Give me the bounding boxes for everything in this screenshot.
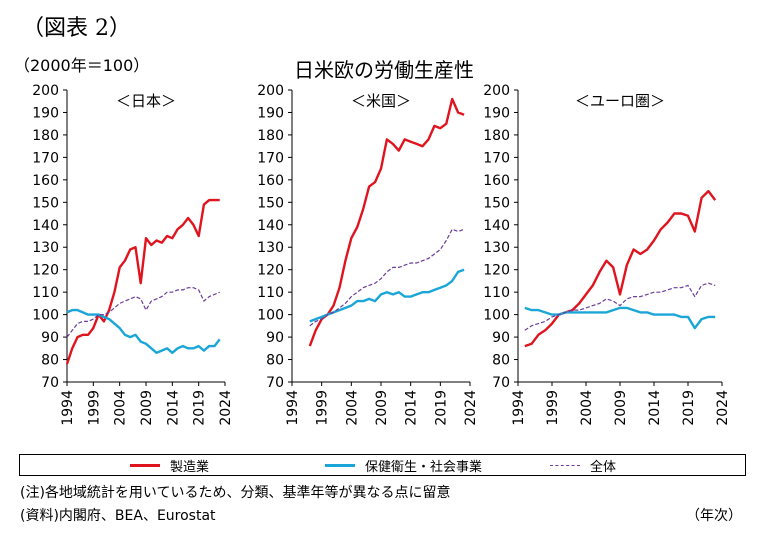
y-tick-label: 190 [257, 105, 284, 121]
legend-swatch [325, 463, 355, 467]
y-tick-label: 160 [257, 173, 284, 189]
y-tick-label: 120 [483, 263, 510, 279]
x-tick-label: 2009 [374, 390, 390, 426]
y-tick-label: 170 [257, 150, 284, 166]
y-tick-label: 130 [483, 240, 510, 256]
legend-swatch [550, 464, 580, 466]
x-tick-label: 2024 [715, 390, 731, 426]
x-tick-label: 2014 [165, 390, 181, 426]
y-tick-label: 200 [483, 83, 510, 99]
y-tick-label: 190 [483, 105, 510, 121]
x-tick-label: 2009 [139, 390, 155, 426]
y-tick-label: 180 [257, 128, 284, 144]
x-unit-label: （年次） [686, 508, 742, 524]
y-tick-label: 100 [483, 308, 510, 324]
figure-label: （図表 2） [22, 16, 131, 41]
series-line-total [66, 287, 220, 338]
y-tick-label: 110 [257, 285, 284, 301]
chart-title: 日米欧の労働生産性 [294, 58, 474, 82]
x-tick-label: 2004 [113, 390, 129, 426]
legend: 製造業 保健衛生・社会事業 全体 [19, 454, 746, 476]
y-tick-label: 90 [41, 330, 59, 346]
y-tick-label: 120 [32, 263, 59, 279]
y-tick-label: 160 [483, 173, 510, 189]
y-tick-label: 160 [32, 173, 59, 189]
source-text: (資料)内閣府、BEA、Eurostat [20, 508, 216, 524]
series-line-manufacturing [65, 198, 220, 365]
y-tick-label: 180 [32, 128, 59, 144]
series-line-healthcare [524, 306, 716, 330]
y-tick-label: 170 [483, 150, 510, 166]
x-tick-label: 2014 [647, 390, 663, 426]
y-tick-label: 80 [41, 353, 59, 369]
series-line-total [524, 282, 716, 331]
x-tick-label: 2024 [218, 390, 234, 426]
y-tick-label: 80 [266, 353, 284, 369]
x-tick-label: 1999 [315, 390, 331, 426]
x-tick-label: 2019 [681, 390, 697, 426]
unit-label: （2000年＝100） [14, 56, 150, 75]
y-tick-label: 70 [492, 375, 510, 391]
series-line-manufacturing [524, 189, 717, 348]
legend-label: 製造業 [170, 459, 210, 475]
x-tick-label: 2014 [404, 390, 420, 426]
legend-swatch [130, 463, 160, 467]
x-tick-label: 2019 [433, 390, 449, 426]
y-tick-label: 90 [266, 330, 284, 346]
panel-3: 70 80 90 100 110 120 130 140 150 160 170 180 190 200 1… [483, 83, 731, 426]
y-tick-label: 190 [32, 105, 59, 121]
x-tick-label: 2009 [613, 390, 629, 426]
charts-svg: 70 80 90 100 110 120 130 140 150 160 170 180 190 200 1… [32, 83, 731, 426]
legend-label: 全体 [590, 459, 617, 475]
y-tick-label: 170 [32, 150, 59, 166]
series-line-healthcare [309, 268, 465, 323]
legend-item: 製造業 [130, 455, 209, 475]
legend-label: 保健衛生・社会事業 [365, 459, 483, 475]
series-line-total [309, 228, 465, 327]
y-tick-label: 90 [492, 330, 510, 346]
y-tick-label: 70 [266, 375, 284, 391]
y-tick-label: 110 [483, 285, 510, 301]
x-tick-label: 1999 [545, 390, 561, 426]
x-tick-label: 1994 [511, 390, 527, 426]
y-tick-label: 180 [483, 128, 510, 144]
legend-item: 全体 [550, 455, 616, 475]
y-tick-label: 100 [32, 308, 59, 324]
x-tick-label: 2004 [579, 390, 595, 426]
panel-title: ＜米国＞ [351, 92, 411, 110]
y-tick-label: 150 [257, 195, 284, 211]
series-line-healthcare [66, 308, 221, 354]
x-tick-label: 2019 [192, 390, 208, 426]
y-tick-label: 130 [32, 240, 59, 256]
y-tick-label: 110 [32, 285, 59, 301]
panel-title: ＜日本＞ [116, 92, 176, 110]
note-text: (注)各地域統計を用いているため、分類、基準年等が異なる点に留意 [20, 485, 451, 501]
y-tick-label: 200 [32, 83, 59, 99]
legend-item: 保健衛生・社会事業 [325, 455, 482, 475]
x-tick-label: 2004 [344, 390, 360, 426]
x-tick-label: 2024 [463, 390, 479, 426]
y-tick-label: 130 [257, 240, 284, 256]
y-tick-label: 100 [257, 308, 284, 324]
y-tick-label: 150 [32, 195, 59, 211]
y-tick-label: 200 [257, 83, 284, 99]
panel-title: ＜ユーロ圏＞ [575, 92, 665, 110]
series-line-manufacturing [308, 97, 465, 347]
y-tick-label: 140 [483, 218, 510, 234]
y-tick-label: 120 [257, 263, 284, 279]
y-tick-label: 140 [32, 218, 59, 234]
x-tick-label: 1994 [60, 390, 76, 426]
panel-1: 70 80 90 100 110 120 130 140 150 160 170 180 190 200 1… [32, 83, 234, 426]
x-tick-label: 1999 [86, 390, 102, 426]
panel-2: 70 80 90 100 110 120 130 140 150 160 170 180 190 200 1… [257, 83, 479, 426]
y-tick-label: 80 [492, 353, 510, 369]
y-tick-label: 140 [257, 218, 284, 234]
x-tick-label: 1994 [285, 390, 301, 426]
y-tick-label: 70 [41, 375, 59, 391]
y-tick-label: 150 [483, 195, 510, 211]
